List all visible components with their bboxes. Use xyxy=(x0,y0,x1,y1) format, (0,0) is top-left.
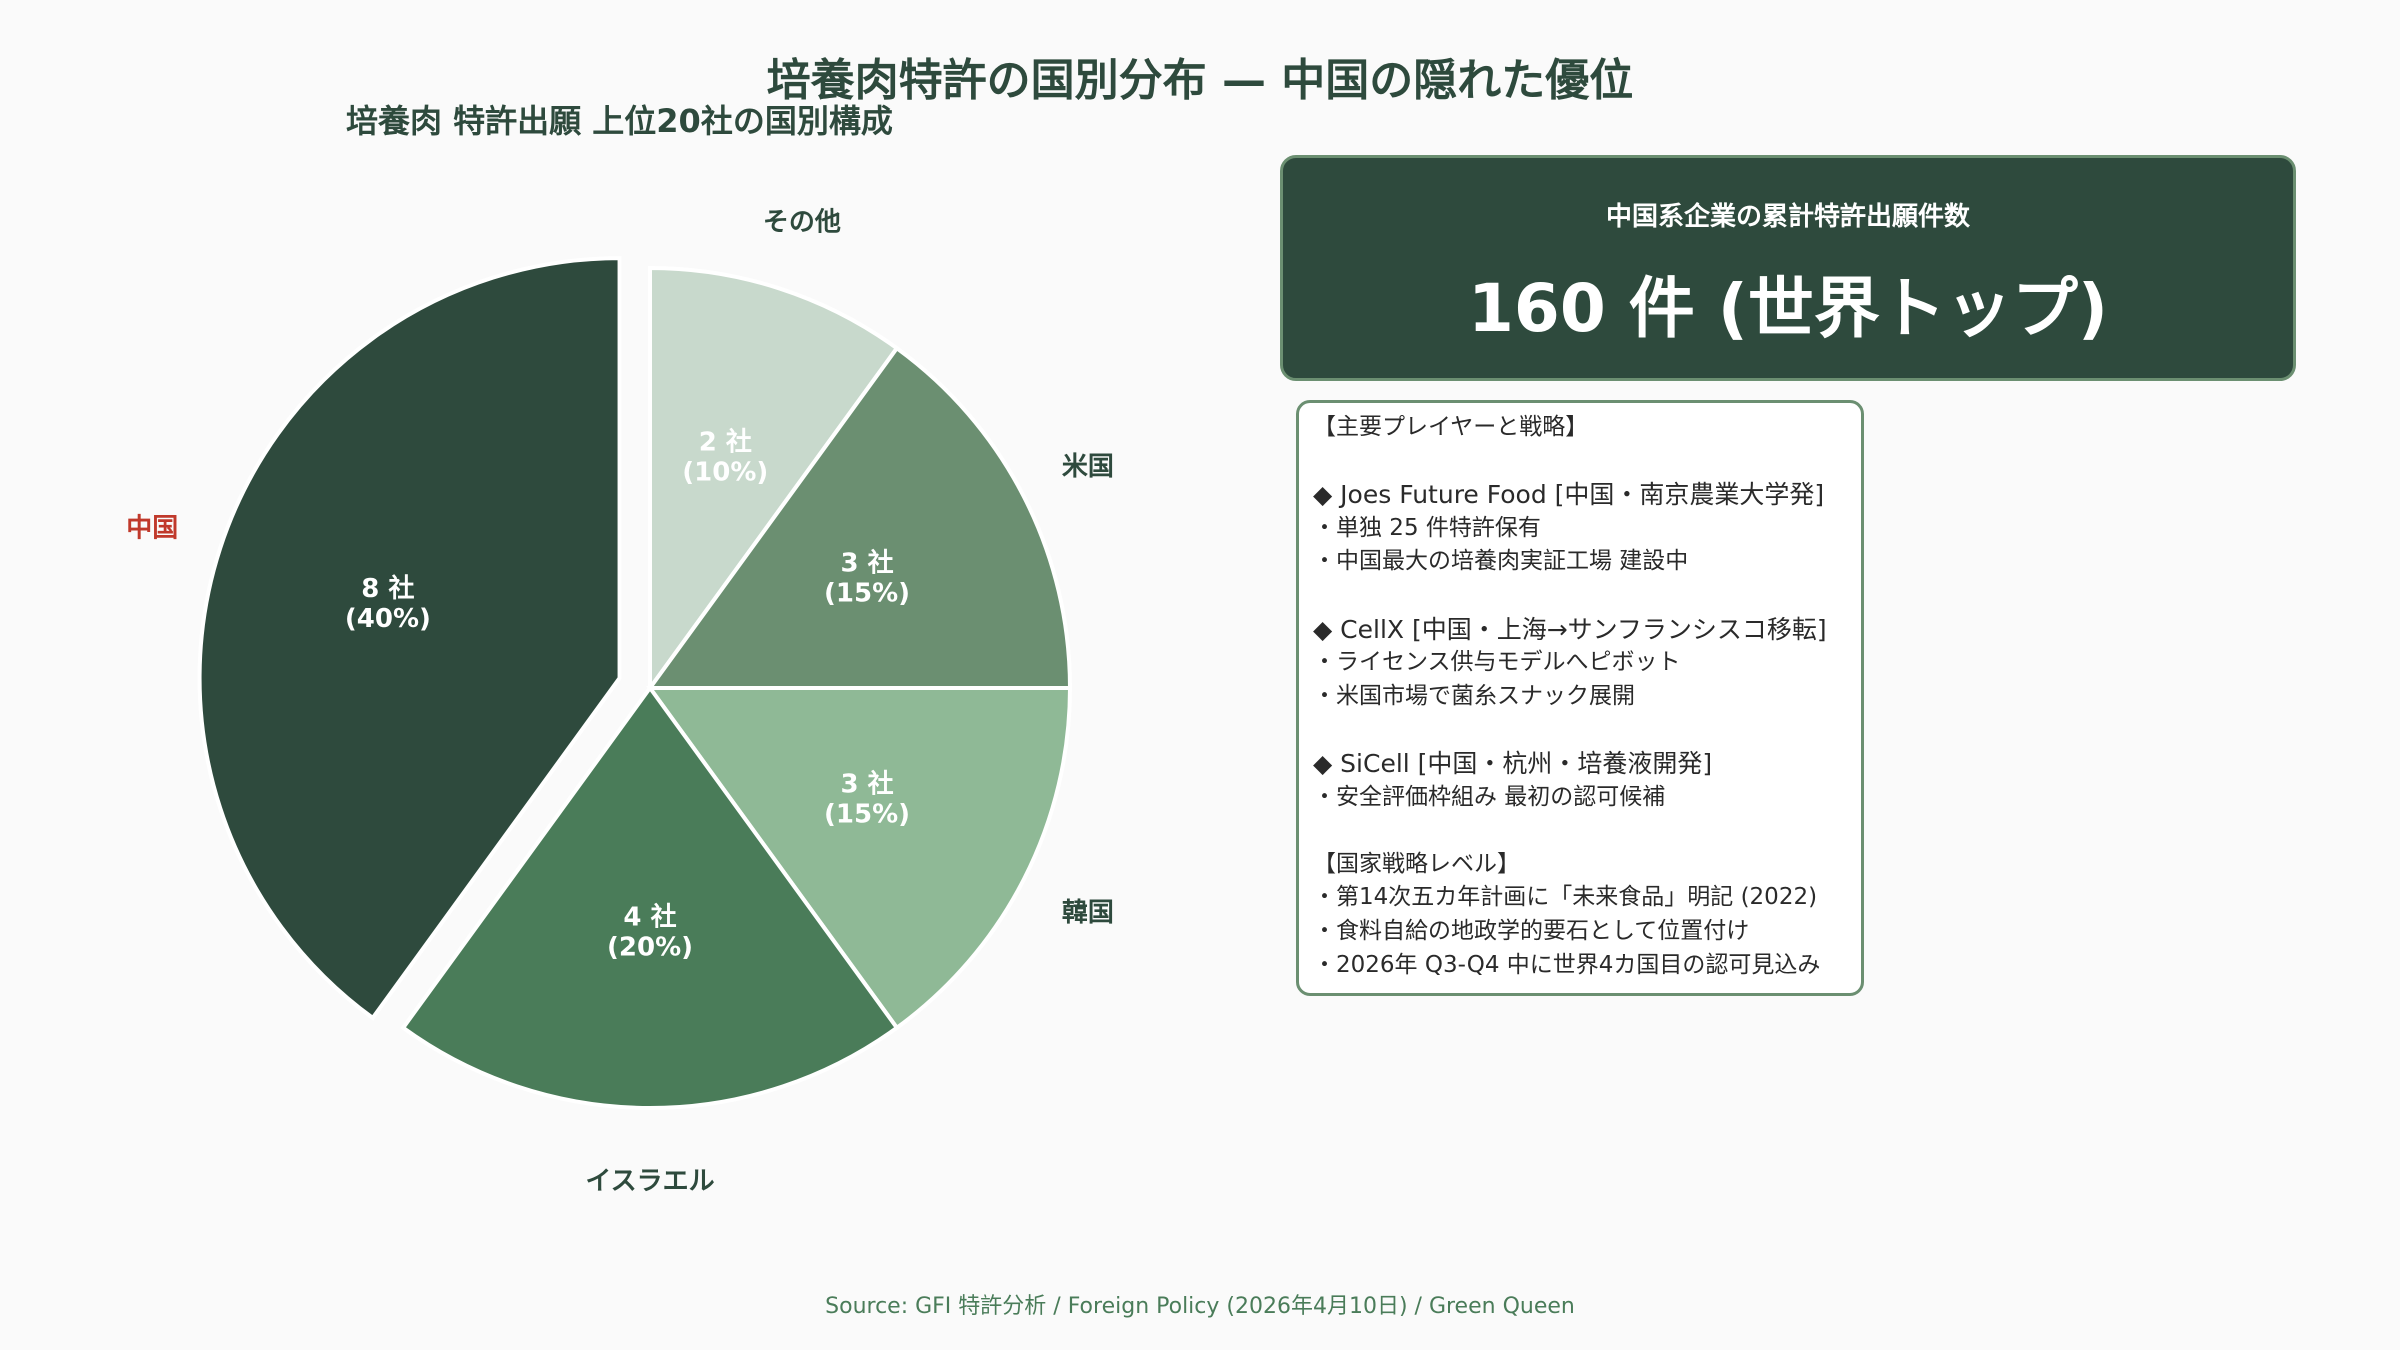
callout-label: 中国系企業の累計特許出願件数 xyxy=(1605,202,1970,232)
pie-slice-4 xyxy=(197,256,622,1021)
slice-percent-label: (40%) xyxy=(345,604,431,634)
pie-slice-3 xyxy=(400,684,900,1110)
info-line xyxy=(1313,445,1851,479)
pie-slice-1 xyxy=(646,345,1073,690)
chart-title: 培養肉 特許出願 上位20社の国別構成 xyxy=(346,102,893,140)
source-note: Source: GFI 特許分析 / Foreign Policy (2026年… xyxy=(825,1294,1575,1319)
pie-slice-0 xyxy=(648,265,900,695)
callout-value: 160 件 (世界トップ) xyxy=(1467,270,2109,347)
pie-slice-2 xyxy=(646,686,1073,1031)
slice-value-label: 2 社 xyxy=(699,426,752,457)
info-line: ・安全評価枠組み 最初の認可候補 xyxy=(1313,783,1666,810)
info-line: ◆ SiCell [中国・杭州・培養液開発] xyxy=(1313,748,1713,778)
slice-category-label: その他 xyxy=(763,208,841,238)
slice-percent-label: (20%) xyxy=(607,933,693,963)
slice-percent-label: (15%) xyxy=(824,578,910,608)
info-line: ・米国市場で菌糸スナック展開 xyxy=(1313,682,1635,709)
info-line: ◆ Joes Future Food [中国・南京農業大学発] xyxy=(1313,480,1825,510)
slice-value-label: 3 社 xyxy=(840,547,893,578)
slice-percent-label: (15%) xyxy=(824,800,910,830)
info-line: ・中国最大の培養肉実証工場 建設中 xyxy=(1313,548,1689,575)
info-line: ・単独 25 件特許保有 xyxy=(1313,514,1541,541)
slice-category-label: 米国 xyxy=(1062,452,1114,482)
info-line xyxy=(1313,814,1851,848)
info-line xyxy=(1313,579,1851,613)
slice-value-label: 3 社 xyxy=(840,769,893,800)
patent-count-callout: 中国系企業の累計特許出願件数 160 件 (世界トップ) xyxy=(1280,155,2296,381)
info-line: ・第14次五カ年計画に「未来食品」明記 (2022) xyxy=(1313,884,1818,911)
slice-category-label: イスラエル xyxy=(585,1166,714,1196)
slice-value-label: 4 社 xyxy=(623,902,676,933)
strategy-info-box: 【主要プレイヤーと戦略】 ◆ Joes Future Food [中国・南京農業… xyxy=(1296,400,1864,996)
info-line: 【国家戦略レベル】 xyxy=(1313,850,1520,877)
info-line: ◆ CellX [中国・上海→サンフランシスコ移転] xyxy=(1313,614,1827,644)
slice-percent-label: (10%) xyxy=(682,457,768,487)
page-title: 培養肉特許の国別分布 — 中国の隠れた優位 xyxy=(766,55,1634,106)
info-line xyxy=(1313,713,1851,747)
info-line: ・食料自給の地政学的要石として位置付け xyxy=(1313,917,1750,944)
slice-value-label: 8 社 xyxy=(361,573,414,604)
slice-category-label: 韓国 xyxy=(1062,898,1114,928)
info-line: ・2026年 Q3-Q4 中に世界4カ国目の認可見込み xyxy=(1313,951,1821,978)
info-line: ・ライセンス供与モデルへピボット xyxy=(1313,649,1681,676)
slice-category-label: 中国 xyxy=(126,513,178,543)
info-line: 【主要プレイヤーと戦略】 xyxy=(1313,414,1589,440)
